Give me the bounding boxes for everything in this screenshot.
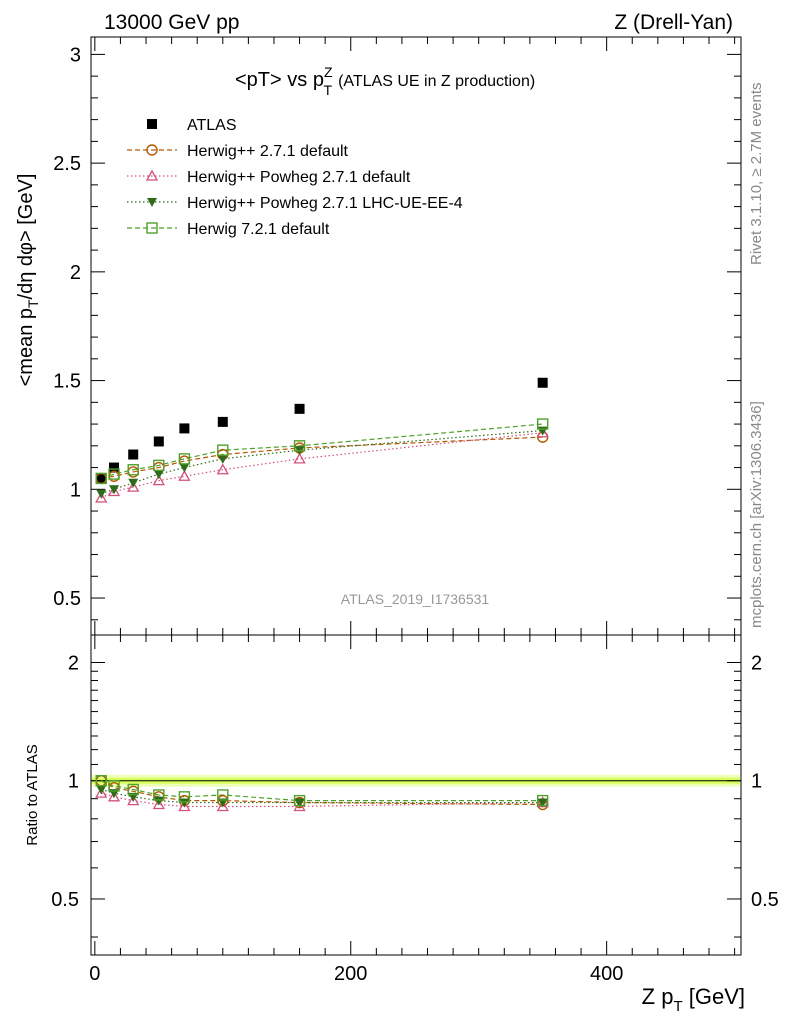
ratio-y-tick-label: 2 (68, 653, 79, 675)
main-data-point (95, 472, 107, 485)
x-tick-label: 200 (334, 963, 367, 985)
main-data-point (109, 485, 120, 495)
series-markers (95, 377, 549, 812)
ratio-data-point (127, 783, 139, 796)
main-data-point (217, 454, 228, 464)
main-y-tick-label: 0.5 (53, 588, 81, 610)
main-data-point (178, 453, 191, 465)
ratio-data-point (107, 790, 121, 802)
x-axis-label: Z pT [GeV] (642, 984, 745, 1015)
main-data-point (217, 444, 229, 456)
ratio-data-point (178, 791, 191, 803)
main-data-point (536, 418, 549, 430)
ratio-data-point (178, 800, 191, 812)
main-series-line (101, 423, 543, 480)
axis-ticks: 0.5 1 1.5 2 2.5 3 0.5 0.5 1 1 2 2 0 200 400 (51, 37, 779, 985)
main-plot-title: <pT> vs pZ T (ATLAS UE in Z production) (235, 64, 535, 98)
legend-marker (146, 222, 158, 234)
ratio-data-point (95, 775, 107, 787)
main-data-point (153, 459, 165, 472)
analysis-label: ATLAS_2019_I1736531 (341, 591, 490, 607)
main-data-point (127, 480, 140, 492)
ratio-y-tick-label: 1 (68, 771, 79, 793)
ratio-data-point (179, 798, 190, 808)
header-right-text: Z (Drell-Yan) (614, 11, 733, 34)
main-data-point (293, 452, 306, 464)
main-data-point (95, 491, 108, 503)
main-data-point (128, 478, 139, 488)
main-y-tick-label: 1.5 (53, 371, 81, 393)
ratio-data-point (217, 789, 229, 801)
main-data-point (153, 470, 164, 480)
ratio-data-point (216, 800, 229, 812)
legend-label: Herwig++ Powheg 2.7.1 LHC-UE-EE-4 (187, 195, 463, 212)
main-y-tick-label: 3 (70, 44, 81, 66)
main-y-tick-label: 2.5 (53, 153, 81, 175)
main-y-tick-label: 2 (70, 262, 81, 284)
rivet-version-label: Rivet 3.1.10, ≥ 2.7M events (748, 83, 765, 266)
main-data-point (537, 377, 548, 388)
main-data-point (536, 426, 549, 438)
main-data-point (217, 416, 228, 427)
ratio-data-point (95, 786, 108, 798)
main-series-line (101, 436, 543, 480)
ratio-data-point (536, 794, 549, 807)
legend-marker (147, 119, 157, 129)
main-data-point (294, 403, 305, 414)
header-left-text: 13000 GeV pp (104, 11, 239, 34)
ratio-data-point (96, 785, 107, 795)
ratio-reference-band (91, 774, 741, 787)
main-data-point (96, 489, 107, 499)
main-y-tick-label: 1 (70, 479, 81, 501)
main-series-line (100, 432, 543, 499)
ratio-data-point (152, 798, 165, 810)
ratio-data-point (293, 794, 306, 807)
ratio-series-line (101, 788, 543, 804)
ratio-y-tick-label: 0.5 (51, 889, 79, 911)
x-tick-label: 0 (89, 963, 100, 985)
legend-marker (146, 144, 158, 156)
main-y-axis-label: <mean pT/dη dφ> [GeV] (15, 174, 41, 387)
ratio-data-point (217, 798, 228, 808)
ratio-data-point (108, 780, 120, 792)
ratio-series-line (101, 780, 543, 802)
ratio-plot-frame (90, 634, 742, 956)
legend: ATLAS Herwig++ 2.7.1 default Herwig++ Powh… (127, 117, 463, 238)
main-data-point (127, 464, 139, 476)
legend-label: Herwig++ 2.7.1 default (187, 143, 349, 160)
ratio-data-point (294, 798, 305, 808)
ratio-y-tick-label-right: 1 (751, 771, 762, 793)
main-data-point (293, 440, 306, 452)
main-data-point (153, 436, 164, 447)
legend-label: Herwig 7.2.1 default (187, 221, 330, 238)
ratio-y-axis-label: Ratio to ATLAS (24, 744, 41, 845)
ratio-series-line (100, 780, 543, 806)
main-data-point (179, 423, 190, 434)
ratio-y-tick-label-right: 0.5 (751, 889, 779, 911)
main-data-point (108, 468, 120, 480)
legend-label: ATLAS (187, 117, 237, 134)
main-data-point (107, 485, 121, 497)
ratio-data-point (153, 796, 164, 806)
main-data-point (109, 462, 120, 473)
main-data-point (152, 474, 165, 486)
ratio-data-point (153, 789, 165, 801)
legend-marker (145, 169, 159, 181)
series-lines (100, 423, 543, 808)
legend-marker (147, 198, 157, 207)
x-tick-label: 400 (590, 963, 623, 985)
main-data-point (96, 473, 107, 484)
mcplots-label: mcplots.cern.ch [arXiv:1306.3436] (748, 401, 765, 628)
legend-label: Herwig++ Powheg 2.7.1 default (187, 169, 411, 186)
main-data-point (216, 463, 229, 475)
main-data-point (178, 469, 191, 481)
main-data-point (179, 463, 190, 473)
ratio-y-tick-label-right: 2 (751, 653, 762, 675)
main-data-point (128, 449, 139, 460)
ratio-data-point (537, 798, 548, 808)
ratio-data-point (127, 794, 140, 806)
